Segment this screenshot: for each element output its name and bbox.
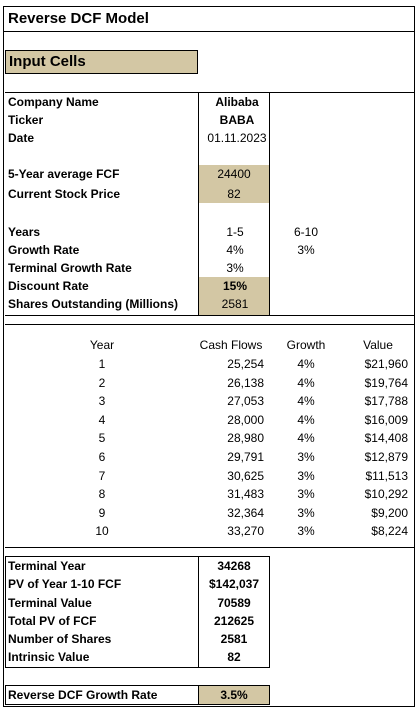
label: Growth Rate xyxy=(8,243,80,257)
value: 34268 xyxy=(217,559,251,573)
value: 70589 xyxy=(217,596,251,610)
highlight xyxy=(199,165,269,203)
table-cell: 8 xyxy=(98,487,106,502)
table-cell: 5 xyxy=(98,431,106,446)
value: 212625 xyxy=(213,614,255,628)
rule xyxy=(3,31,415,32)
value: 82 xyxy=(227,187,241,201)
table-cell: 3 xyxy=(98,394,106,409)
input-header-box xyxy=(5,50,198,74)
table-cell: 4 xyxy=(98,412,106,427)
value: 4% xyxy=(226,243,244,257)
label: Terminal Growth Rate xyxy=(8,261,132,275)
value-column xyxy=(198,556,270,668)
label: Company Name xyxy=(8,95,99,109)
table-cell: 3% xyxy=(297,450,315,464)
value: 3% xyxy=(297,243,315,257)
table-cell: 4% xyxy=(297,412,315,427)
results-box xyxy=(5,556,270,668)
value: 01.11.2023 xyxy=(207,131,267,145)
table-cell: 7 xyxy=(98,468,106,483)
highlight xyxy=(199,277,269,315)
label: Years xyxy=(8,225,41,239)
sheet-title: Reverse DCF Model xyxy=(8,10,149,27)
value: Alibaba xyxy=(215,95,259,109)
table-cell: 4% xyxy=(297,357,315,371)
table-cell: $10,292 xyxy=(364,487,408,502)
value: 15% xyxy=(222,279,248,293)
value: 2581 xyxy=(221,297,249,311)
table-cell: $11,513 xyxy=(365,468,409,483)
value: BABA xyxy=(219,113,255,127)
table-cell: 6 xyxy=(98,450,106,464)
label: Terminal Value xyxy=(8,596,92,610)
sheet-border xyxy=(3,6,415,707)
table-cell: 4% xyxy=(297,431,315,446)
value: 3.5% xyxy=(220,688,248,702)
table-cell: $14,408 xyxy=(364,431,408,446)
label: Shares Outstanding (Millions) xyxy=(8,297,179,311)
label: Terminal Year xyxy=(8,559,86,573)
table-section xyxy=(5,324,415,548)
column-header: Year xyxy=(89,338,115,352)
label: Ticker xyxy=(8,113,44,127)
input-section xyxy=(5,92,415,316)
value: 3% xyxy=(226,261,244,275)
table-cell: 1 xyxy=(98,357,106,371)
value: $142,037 xyxy=(208,577,260,591)
label: Intrinsic Value xyxy=(8,650,90,664)
value: 1-5 xyxy=(226,225,244,239)
label: Current Stock Price xyxy=(8,187,121,201)
table-cell: 31,483 xyxy=(227,487,264,502)
table-cell: 28,980 xyxy=(227,431,264,446)
label: 5-Year average FCF xyxy=(8,167,120,181)
table-cell: $16,009 xyxy=(364,412,408,427)
table-cell: 30,625 xyxy=(227,468,264,483)
label: Date xyxy=(8,131,35,145)
table-cell: $21,960 xyxy=(364,357,408,371)
value: 2581 xyxy=(220,632,248,646)
label: Number of Shares xyxy=(8,632,112,646)
value-column xyxy=(198,92,270,316)
table-cell: 33,270 xyxy=(227,524,264,539)
table-cell: 25,254 xyxy=(227,357,264,371)
table-cell: 3% xyxy=(297,487,315,502)
table-cell: 29,791 xyxy=(227,450,264,464)
column-header: Cash Flows xyxy=(199,338,263,352)
table-cell: 9 xyxy=(98,505,106,520)
input-header: Input Cells xyxy=(9,53,86,70)
table-cell: $8,224 xyxy=(371,524,408,539)
column-header: Growth xyxy=(286,338,326,352)
label: PV of Year 1-10 FCF xyxy=(8,577,122,591)
table-cell: 32,364 xyxy=(227,505,264,520)
table-cell: 26,138 xyxy=(227,375,264,390)
table-cell: 3% xyxy=(297,468,315,483)
table-cell: $19,764 xyxy=(364,375,408,390)
label: Reverse DCF Growth Rate xyxy=(8,688,158,702)
table-cell: $9,200 xyxy=(371,505,408,520)
table-cell: 2 xyxy=(98,375,106,390)
table-cell: $17,788 xyxy=(364,394,408,409)
table-cell: 28,000 xyxy=(227,412,264,427)
column-header: Value xyxy=(363,338,393,352)
table-cell: 4% xyxy=(297,394,315,409)
label: Discount Rate xyxy=(8,279,89,293)
table-cell: $12,879 xyxy=(364,450,408,464)
label: Total PV of FCF xyxy=(8,614,97,628)
value: 82 xyxy=(227,650,241,664)
value: 24400 xyxy=(217,167,251,181)
table-cell: 3% xyxy=(297,505,315,520)
table-cell: 3% xyxy=(297,524,315,539)
value: 6-10 xyxy=(293,225,319,239)
table-cell: 27,053 xyxy=(227,394,264,409)
highlight xyxy=(198,685,270,705)
table-cell: 10 xyxy=(95,524,109,539)
table-cell: 4% xyxy=(297,375,315,390)
